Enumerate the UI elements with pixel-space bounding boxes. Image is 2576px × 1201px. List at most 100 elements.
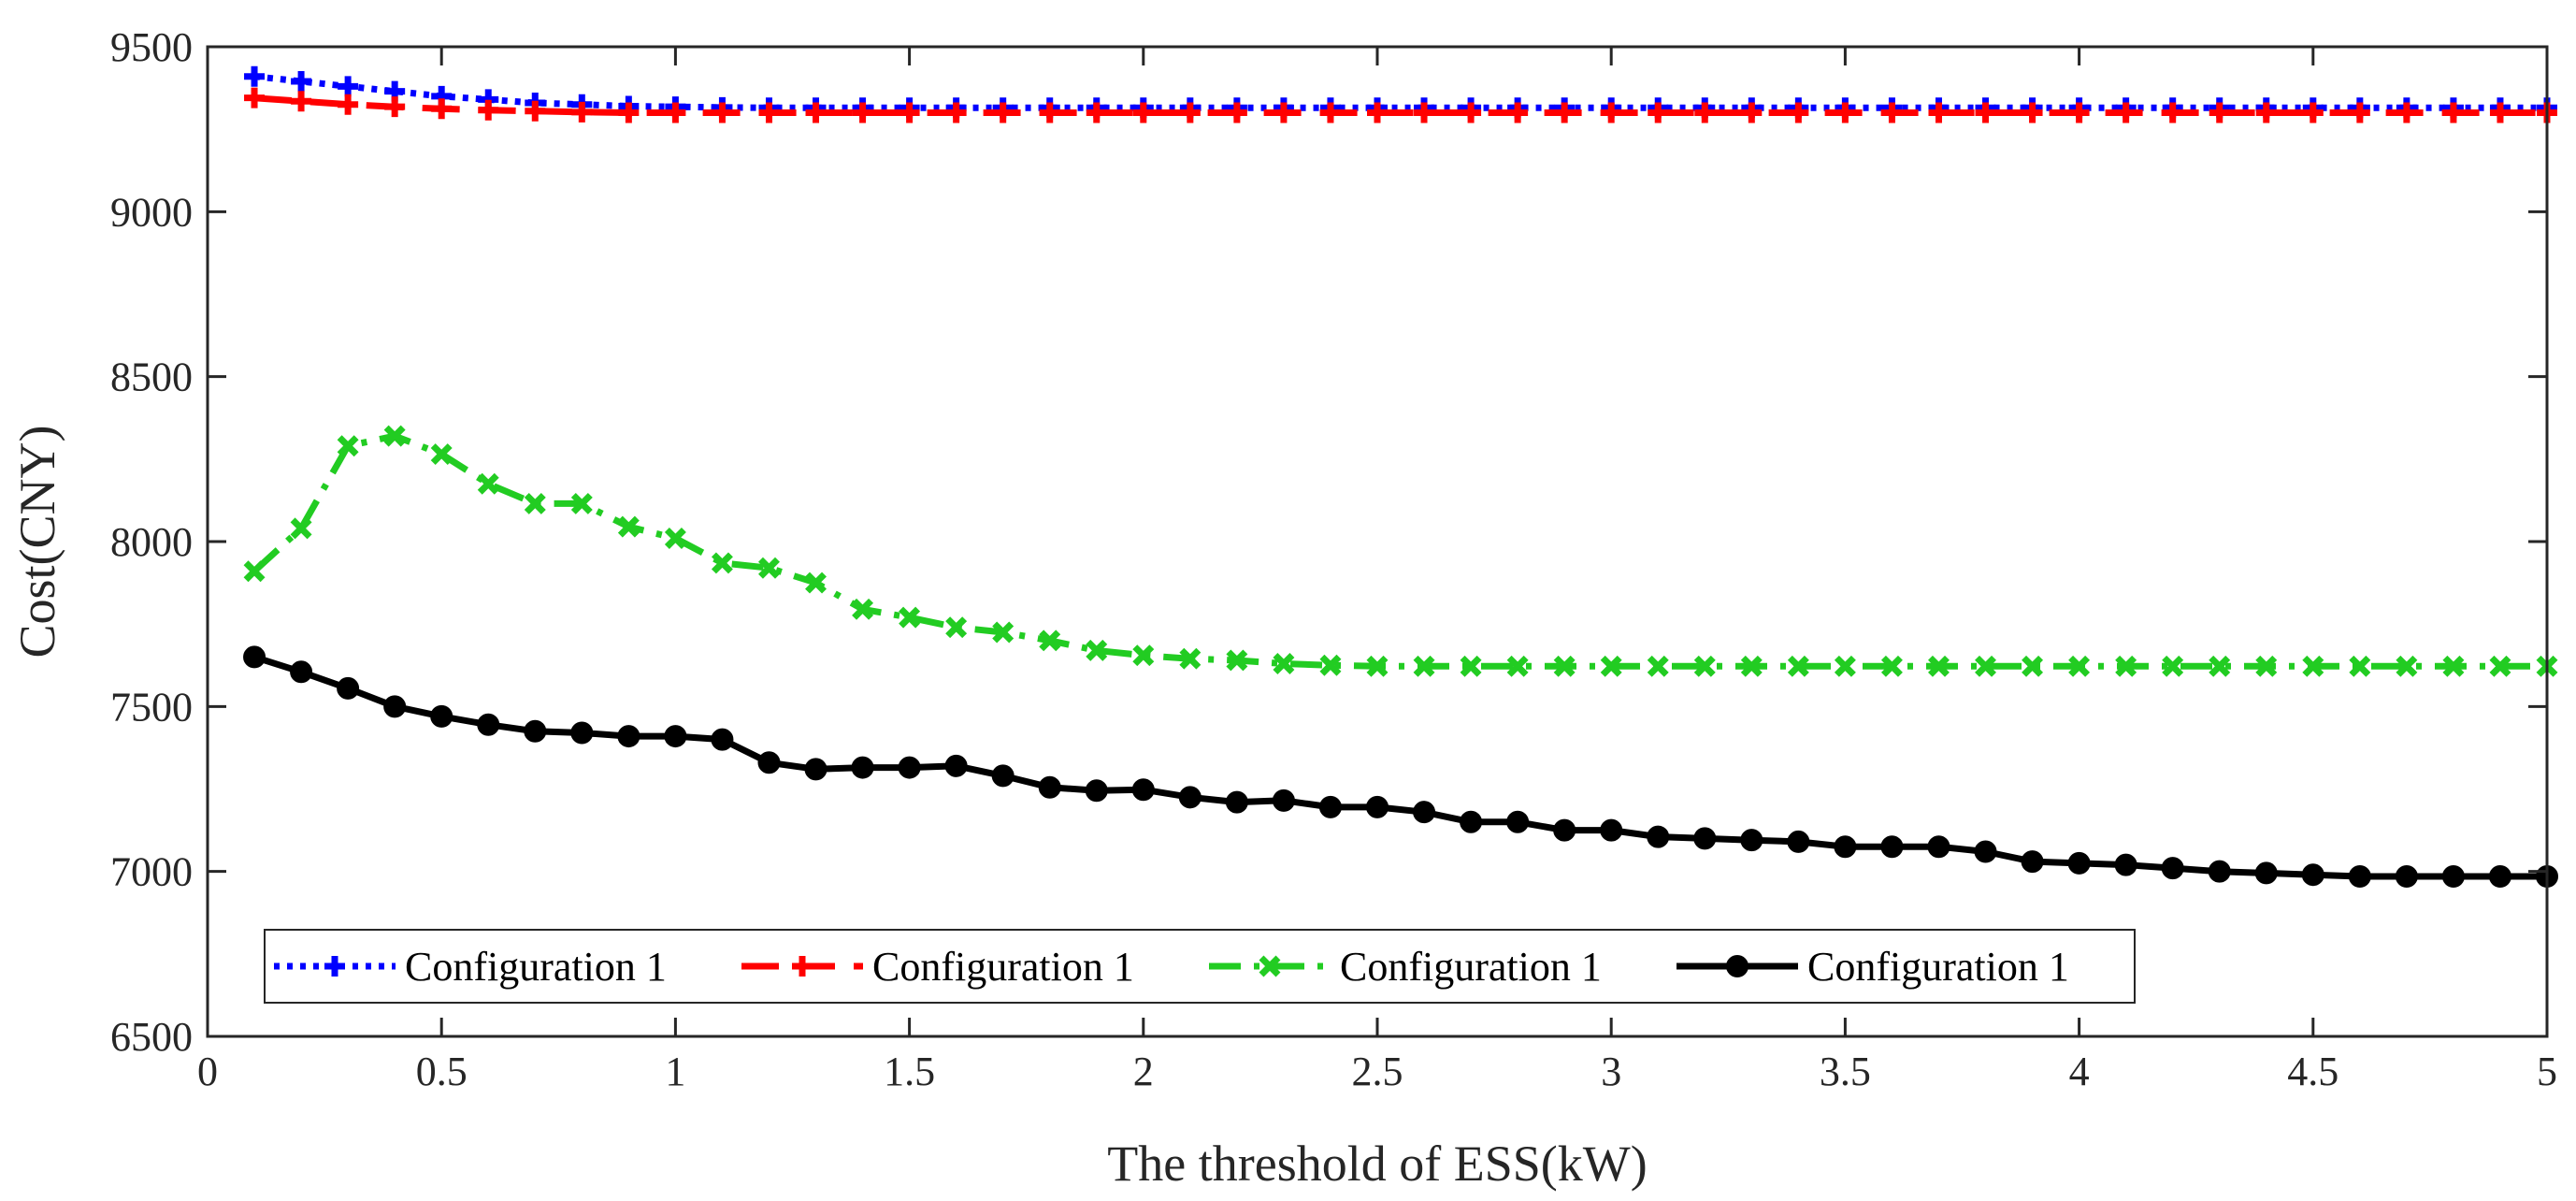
ticks-layer: 0 0.5 1 1.5 2 2.5 3 3.5 4 4.5 5 6500 7000 7500 8000 850… <box>110 24 2557 1094</box>
x-tick-label: 4 <box>2069 1049 2090 1094</box>
series-4-point <box>1460 810 1483 833</box>
series-2-point <box>384 96 406 118</box>
series-2-point <box>2209 102 2230 123</box>
legend-item-1: Configuration 1 <box>274 944 667 990</box>
series-3-point <box>2489 655 2511 677</box>
series-4-point <box>383 695 407 718</box>
series-3-point <box>337 435 359 457</box>
series-3-point <box>1834 655 1856 677</box>
series-3-point <box>1366 655 1389 677</box>
series-2-point <box>712 102 733 123</box>
series-3-point <box>805 572 827 594</box>
series-3-point <box>2022 655 2044 677</box>
series-2-point <box>1507 102 1529 123</box>
series-2-point <box>1694 102 1716 123</box>
series-2-point <box>2442 102 2464 123</box>
series-4-point <box>944 754 968 777</box>
series-2-point <box>1367 102 1388 123</box>
series-4-point <box>2254 861 2278 885</box>
series-4-point <box>477 713 500 736</box>
series-4-point <box>337 676 360 700</box>
x-tick-label: 0 <box>197 1049 218 1094</box>
series-4-point <box>1880 835 1904 859</box>
series-3-point <box>664 527 686 549</box>
series-2-point <box>1039 102 1060 123</box>
series-3-point <box>1132 644 1155 667</box>
series-4-point <box>1318 795 1342 818</box>
series-2-point <box>2068 102 2090 123</box>
series-3-point <box>1600 655 1622 677</box>
series-2-point <box>665 102 686 123</box>
series-2-point <box>992 102 1014 123</box>
series-3-point <box>1740 655 1763 677</box>
series-4-point <box>851 756 874 779</box>
series-3-point <box>1273 653 1295 674</box>
series-4-point <box>1038 775 1061 799</box>
series-4-point <box>2301 863 2324 887</box>
series-4-point <box>1272 789 1295 812</box>
series-3-point <box>1553 655 1576 677</box>
series-2-point <box>2115 102 2137 123</box>
x-tick-label: 1.5 <box>884 1049 935 1094</box>
x-tick-label: 2 <box>1133 1049 1154 1094</box>
legend-marker <box>1726 955 1749 977</box>
series-3-point <box>2442 655 2465 677</box>
series-2-point <box>2396 102 2417 123</box>
series-2-point <box>2349 102 2370 123</box>
series-2-point <box>1788 102 1809 123</box>
series-4-point <box>1413 801 1436 824</box>
series-3-point <box>1413 655 1435 677</box>
series-2-point <box>2022 102 2043 123</box>
series-4-point <box>2208 860 2231 883</box>
series-4-point <box>2161 857 2184 880</box>
series-4-point <box>2441 864 2465 888</box>
y-tick-label: 9500 <box>110 24 193 70</box>
series-3-point <box>1179 647 1202 670</box>
y-tick-label: 9000 <box>110 189 193 235</box>
legend-label: Configuration 1 <box>1340 944 1602 990</box>
series-3-point <box>758 557 780 579</box>
series-3-point <box>899 606 921 629</box>
series-3-point <box>945 616 968 639</box>
series-3-point <box>711 552 733 574</box>
series-3-point <box>1086 639 1108 661</box>
series-4-point <box>664 725 687 748</box>
series-4-point <box>2348 864 2371 888</box>
x-tick-label: 0.5 <box>416 1049 468 1094</box>
series-2-point <box>945 102 967 123</box>
legend: Configuration 1 Configuration 1 Configurat… <box>264 929 2136 1004</box>
y-tick-label: 7500 <box>110 684 193 730</box>
legend-item-2: Configuration 1 <box>741 944 1134 990</box>
y-axis-label: Cost(CNY) <box>9 425 65 658</box>
series-2-point <box>571 101 593 123</box>
series-2-point <box>899 102 920 123</box>
series-3-point <box>1506 655 1529 677</box>
series-4-point <box>1178 786 1202 809</box>
series-3-point <box>1647 655 1669 677</box>
series-4-point <box>1787 830 1810 853</box>
series-2-point <box>1132 102 1154 123</box>
series-3-point <box>1975 655 1996 677</box>
series-4-point <box>2021 850 2044 874</box>
series-4-point <box>2488 864 2511 888</box>
series-4-point <box>1131 778 1155 802</box>
y-tick-label: 8000 <box>110 519 193 565</box>
series-1-point <box>338 76 359 97</box>
series-4-point <box>290 660 313 684</box>
series-3-point <box>2162 655 2184 677</box>
series-3-point <box>430 443 453 466</box>
series-4-point <box>524 719 547 743</box>
series-3-point <box>1226 649 1248 672</box>
series-2-point <box>525 100 546 122</box>
legend-marker <box>324 956 345 977</box>
series-4-point <box>1974 840 1997 863</box>
legend-marker <box>792 956 813 977</box>
series-3-line <box>252 432 2547 670</box>
series-3-point <box>477 472 499 495</box>
legend-label: Configuration 1 <box>1807 944 2069 990</box>
x-tick-label: 1 <box>665 1049 685 1094</box>
series-2-point <box>758 102 780 123</box>
series-4-point <box>2395 864 2418 888</box>
series-3-point <box>1787 655 1809 677</box>
